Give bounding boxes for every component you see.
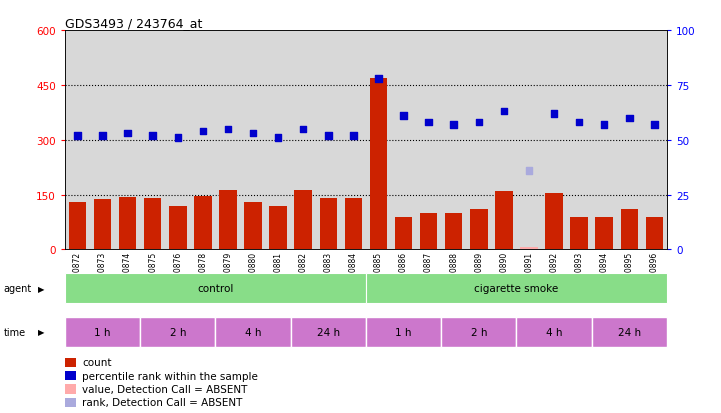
Point (247, 131, 259, 137)
Point (222, 126, 234, 133)
Bar (370, 78, 387, 250)
Text: 2 h: 2 h (169, 327, 186, 337)
Point (398, 113, 410, 120)
Text: 24 h: 24 h (618, 327, 641, 337)
Bar (94, 200, 111, 250)
Bar (470, 210, 487, 250)
Point (122, 131, 133, 137)
Bar (319, 199, 337, 250)
Point (147, 133, 159, 139)
Text: ▶: ▶ (37, 284, 44, 293)
Point (624, 115, 635, 122)
Point (197, 128, 208, 135)
Bar (270, 206, 287, 250)
Point (498, 109, 510, 115)
Bar (570, 217, 588, 250)
Text: value, Detection Call = ABSENT: value, Detection Call = ABSENT (82, 384, 247, 394)
Text: rank, Detection Call = ABSENT: rank, Detection Call = ABSENT (82, 397, 242, 407)
Point (373, 76, 384, 83)
Text: 1 h: 1 h (94, 327, 111, 337)
Point (598, 122, 610, 128)
Text: GDS3493 / 243764_at: GDS3493 / 243764_at (65, 17, 203, 30)
Text: agent: agent (4, 284, 32, 294)
Bar (645, 217, 663, 250)
Text: cigarette smoke: cigarette smoke (474, 284, 559, 294)
Point (348, 133, 359, 139)
Bar (219, 190, 236, 250)
Bar (495, 192, 513, 250)
Bar (345, 198, 362, 250)
Bar (169, 206, 187, 250)
Point (448, 122, 459, 128)
Bar (244, 202, 262, 250)
Point (649, 122, 660, 128)
Point (322, 133, 334, 139)
Point (548, 111, 559, 117)
Text: count: count (82, 358, 112, 368)
Bar (596, 217, 613, 250)
Text: control: control (198, 284, 234, 294)
Text: percentile rank within the sample: percentile rank within the sample (82, 371, 258, 381)
Text: 24 h: 24 h (317, 327, 340, 337)
Point (473, 120, 485, 126)
Bar (194, 197, 212, 250)
Bar (420, 214, 438, 250)
Bar (520, 247, 538, 250)
Bar (621, 210, 638, 250)
Text: 4 h: 4 h (244, 327, 261, 337)
Point (71, 133, 83, 139)
Bar (68, 202, 87, 250)
Point (523, 168, 535, 174)
Point (423, 120, 434, 126)
Text: time: time (4, 327, 26, 337)
Bar (119, 198, 136, 250)
Point (273, 135, 284, 142)
Bar (445, 214, 462, 250)
Text: 2 h: 2 h (471, 327, 487, 337)
Text: 4 h: 4 h (546, 327, 562, 337)
Point (298, 126, 309, 133)
Bar (144, 199, 162, 250)
Point (172, 135, 184, 142)
Bar (294, 190, 312, 250)
Bar (395, 217, 412, 250)
Bar (545, 193, 563, 250)
Point (97, 133, 108, 139)
Text: ▶: ▶ (37, 328, 44, 337)
Text: 1 h: 1 h (395, 327, 412, 337)
Point (573, 120, 585, 126)
